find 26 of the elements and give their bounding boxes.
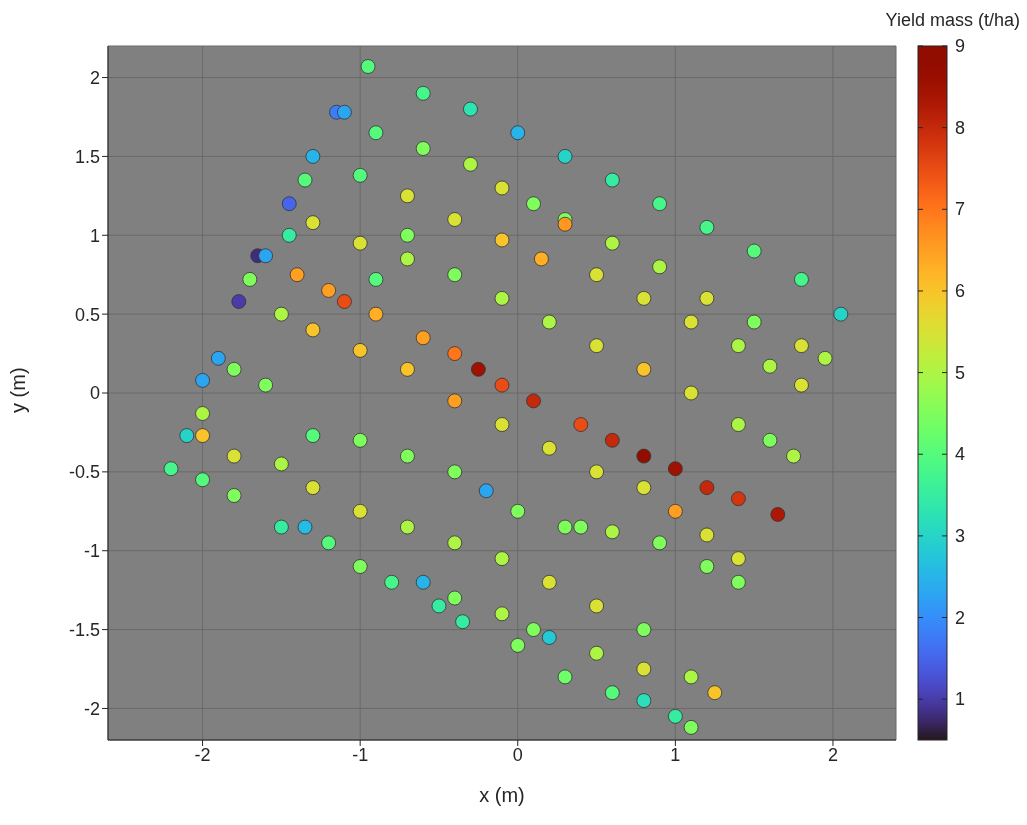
color-bar-label: 9 — [955, 36, 966, 56]
y-tick-label: 1 — [89, 225, 100, 246]
color-bar-label: 1 — [955, 689, 966, 710]
y-tick-label: -0.5 — [68, 462, 100, 483]
x-tick-label: 0 — [512, 744, 523, 765]
color-bar-label: 4 — [955, 444, 966, 465]
x-tick-label: -1 — [352, 744, 369, 765]
color-bar-label: 6 — [955, 280, 966, 301]
y-tick-label: -1.5 — [68, 619, 100, 640]
y-tick-label: 1.5 — [74, 146, 100, 167]
y-axis-title: y (m) — [7, 367, 30, 413]
color-bar-label: 8 — [955, 117, 966, 138]
y-tick-label: -1 — [83, 541, 100, 562]
x-axis-title: x (m) — [479, 784, 525, 806]
color-bar-label: 7 — [955, 199, 966, 220]
color-bar-title: Yield mass (t/ha) — [885, 10, 1020, 30]
x-tick-label: -2 — [194, 744, 211, 765]
y-tick-label: 0 — [89, 383, 100, 404]
x-tick-label: 1 — [670, 744, 681, 765]
y-tick-label: -2 — [83, 698, 100, 719]
color-bar-label: 3 — [955, 525, 966, 546]
y-tick-label: 2 — [89, 67, 100, 88]
x-tick-label: 2 — [827, 744, 838, 765]
color-bar-label: 5 — [955, 362, 966, 383]
y-tick-label: 0.5 — [74, 304, 100, 325]
color-bar-label: 2 — [955, 607, 966, 628]
